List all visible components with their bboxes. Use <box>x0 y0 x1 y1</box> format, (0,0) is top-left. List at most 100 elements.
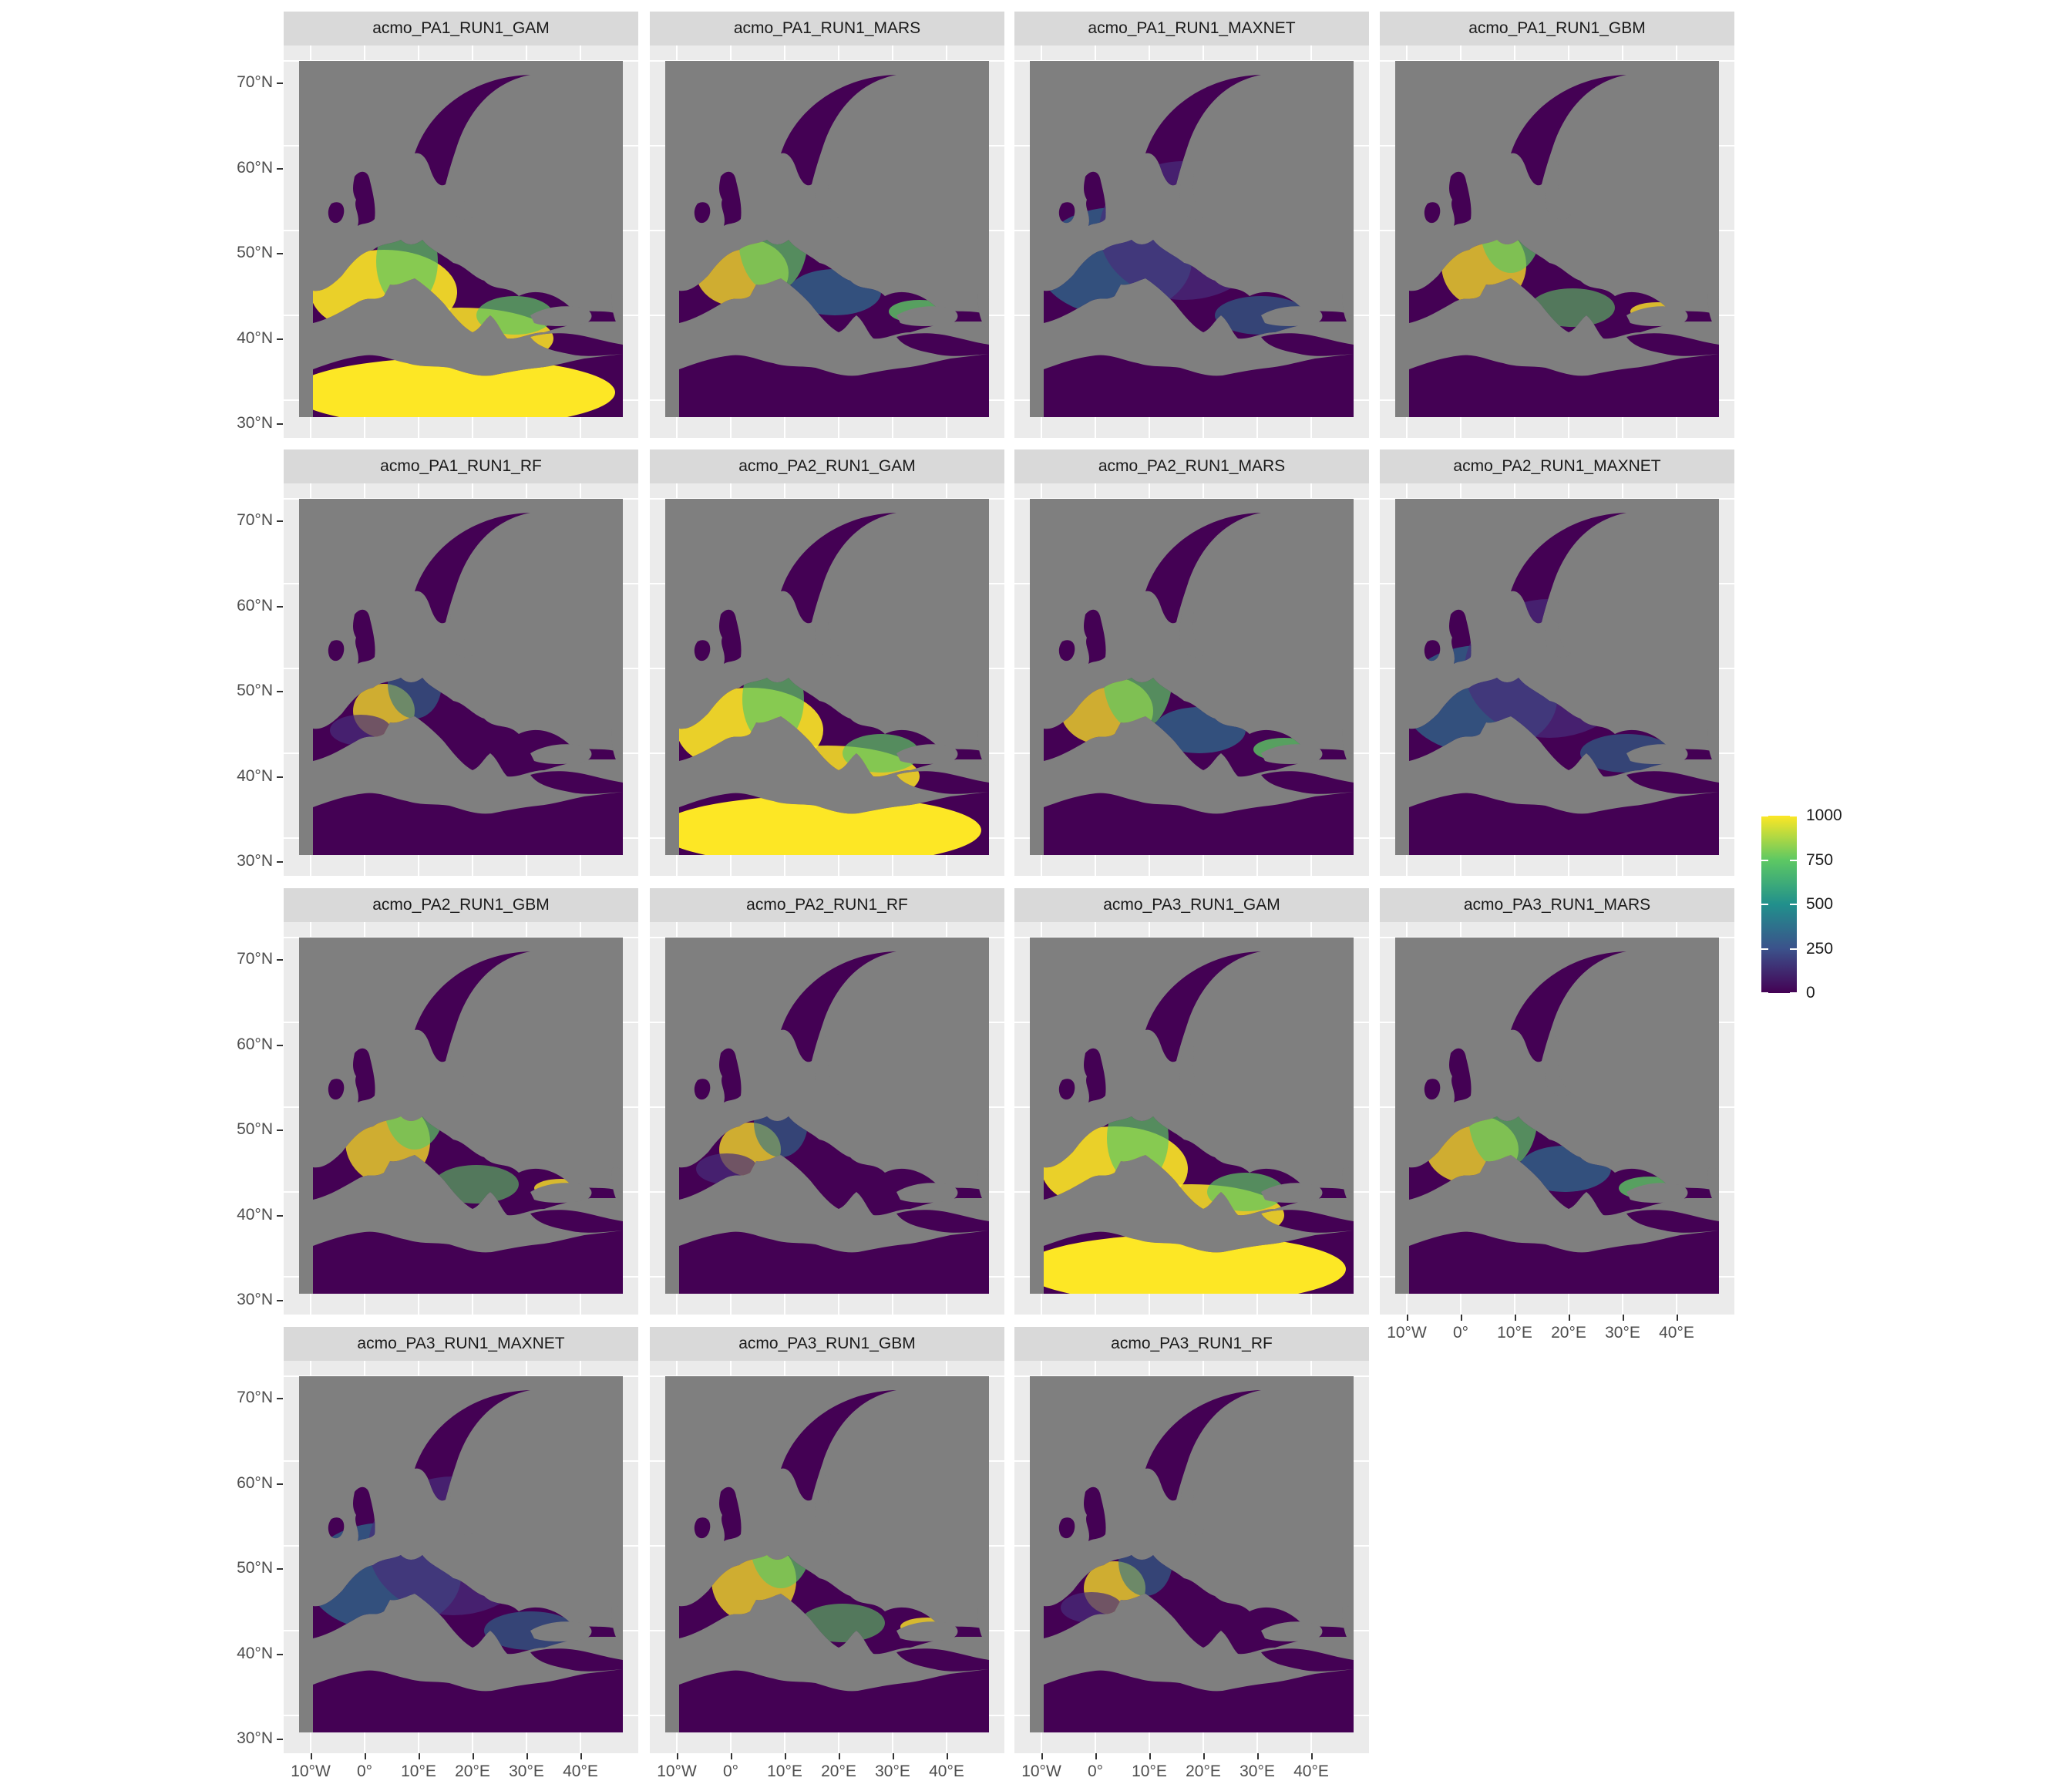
x-tick-mark <box>785 1753 786 1759</box>
x-tick-mark <box>526 1753 528 1759</box>
x-tick-label: 40°E <box>929 1762 964 1780</box>
x-tick-label: 40°E <box>1659 1324 1694 1342</box>
map-facet: acmo_PA1_RUN1_GBM <box>1380 12 1734 438</box>
y-tick-label: 50°N <box>237 244 273 261</box>
y-tick-label: 70°N <box>237 511 273 529</box>
map-raster <box>1380 483 1734 876</box>
y-tick-label: 50°N <box>237 1120 273 1138</box>
x-tick-mark <box>1677 1315 1678 1321</box>
facet-strip-title: acmo_PA3_RUN1_GBM <box>650 1327 1004 1361</box>
x-tick-label: 30°E <box>1605 1324 1640 1342</box>
x-tick-label: 20°E <box>1551 1324 1586 1342</box>
x-tick-mark <box>947 1753 948 1759</box>
map-panel <box>1014 45 1369 438</box>
x-tick-mark <box>677 1753 678 1759</box>
y-tick-label: 60°N <box>237 1035 273 1053</box>
y-tick-mark <box>277 1130 283 1131</box>
map-panel <box>1014 922 1369 1315</box>
x-tick-mark <box>731 1753 732 1759</box>
map-panel <box>284 1361 638 1753</box>
facet-strip-title: acmo_PA1_RUN1_RF <box>284 449 638 483</box>
x-tick-label: 30°E <box>509 1762 544 1780</box>
y-tick-label: 50°N <box>237 682 273 699</box>
y-tick-mark <box>277 253 283 254</box>
map-panel <box>1380 922 1734 1315</box>
facet-strip-title: acmo_PA1_RUN1_MARS <box>650 12 1004 45</box>
y-tick-mark <box>277 1398 283 1399</box>
map-facet: acmo_PA1_RUN1_RF <box>284 449 638 876</box>
y-tick-label: 30°N <box>237 1729 273 1747</box>
y-tick-mark <box>277 1215 283 1217</box>
x-tick-label: 10°E <box>1497 1324 1532 1342</box>
map-raster <box>284 922 638 1315</box>
y-tick-mark <box>277 1568 283 1570</box>
facet-strip-title: acmo_PA2_RUN1_MARS <box>1014 449 1369 483</box>
x-tick-label: 10°E <box>767 1762 802 1780</box>
y-tick-label: 40°N <box>237 1645 273 1662</box>
map-panel <box>650 483 1004 876</box>
map-panel <box>284 45 638 438</box>
map-panel <box>650 1361 1004 1753</box>
y-tick-label: 60°N <box>237 1474 273 1492</box>
x-tick-mark <box>311 1753 312 1759</box>
map-raster <box>1380 922 1734 1315</box>
facet-strip-title: acmo_PA1_RUN1_GBM <box>1380 12 1734 45</box>
legend-label: 1000 <box>1806 806 1842 824</box>
map-panel <box>650 45 1004 438</box>
facet-strip-title: acmo_PA3_RUN1_MARS <box>1380 888 1734 922</box>
x-tick-mark <box>365 1753 366 1759</box>
map-facet: acmo_PA3_RUN1_GBM <box>650 1327 1004 1753</box>
map-panel <box>1014 1361 1369 1753</box>
map-panel <box>650 922 1004 1315</box>
facet-strip-title: acmo_PA1_RUN1_GAM <box>284 12 638 45</box>
y-tick-label: 70°N <box>237 950 273 968</box>
x-tick-label: 10°W <box>291 1762 331 1780</box>
legend-tick <box>1761 859 1768 861</box>
color-legend: 1000 750 500 250 0 <box>1761 806 1869 1002</box>
y-tick-label: 30°N <box>237 852 273 870</box>
x-tick-mark <box>893 1753 894 1759</box>
map-facet: acmo_PA1_RUN1_MARS <box>650 12 1004 438</box>
map-raster <box>284 45 638 438</box>
x-tick-mark <box>1407 1315 1408 1321</box>
map-facet: acmo_PA2_RUN1_GAM <box>650 449 1004 876</box>
map-facet: acmo_PA1_RUN1_GAM <box>284 12 638 438</box>
map-raster <box>1014 922 1369 1315</box>
x-tick-label: 10°E <box>1132 1762 1167 1780</box>
facet-strip-title: acmo_PA2_RUN1_RF <box>650 888 1004 922</box>
map-raster <box>1014 483 1369 876</box>
y-tick-mark <box>277 338 283 340</box>
y-tick-label: 40°N <box>237 329 273 347</box>
x-tick-label: 0° <box>356 1762 373 1780</box>
legend-tick <box>1790 992 1797 994</box>
legend-tick <box>1790 948 1797 950</box>
facet-strip-title: acmo_PA2_RUN1_GAM <box>650 449 1004 483</box>
x-tick-label: 30°E <box>1240 1762 1275 1780</box>
x-tick-label: 20°E <box>455 1762 490 1780</box>
map-facet: acmo_PA3_RUN1_MAXNET <box>284 1327 638 1753</box>
legend-label: 500 <box>1806 895 1834 913</box>
x-tick-label: 0° <box>722 1762 739 1780</box>
x-tick-mark <box>419 1753 420 1759</box>
y-tick-label: 50°N <box>237 1559 273 1577</box>
map-raster <box>650 45 1004 438</box>
x-tick-label: 10°W <box>1387 1324 1427 1342</box>
legend-tick <box>1790 859 1797 861</box>
y-tick-mark <box>277 1300 283 1301</box>
y-tick-label: 30°N <box>237 1291 273 1308</box>
x-tick-label: 0° <box>1452 1324 1469 1342</box>
x-tick-mark <box>1095 1753 1097 1759</box>
legend-tick <box>1761 815 1768 816</box>
y-tick-mark <box>277 959 283 961</box>
map-raster <box>1014 45 1369 438</box>
x-tick-label: 10°W <box>1021 1762 1061 1780</box>
x-tick-mark <box>1149 1753 1151 1759</box>
map-facet: acmo_PA3_RUN1_RF <box>1014 1327 1369 1753</box>
y-tick-label: 40°N <box>237 1206 273 1224</box>
legend-tick <box>1761 904 1768 905</box>
x-tick-label: 10°E <box>401 1762 436 1780</box>
y-tick-mark <box>277 520 283 522</box>
y-tick-mark <box>277 82 283 84</box>
y-tick-mark <box>277 1654 283 1655</box>
map-raster <box>1014 1361 1369 1753</box>
